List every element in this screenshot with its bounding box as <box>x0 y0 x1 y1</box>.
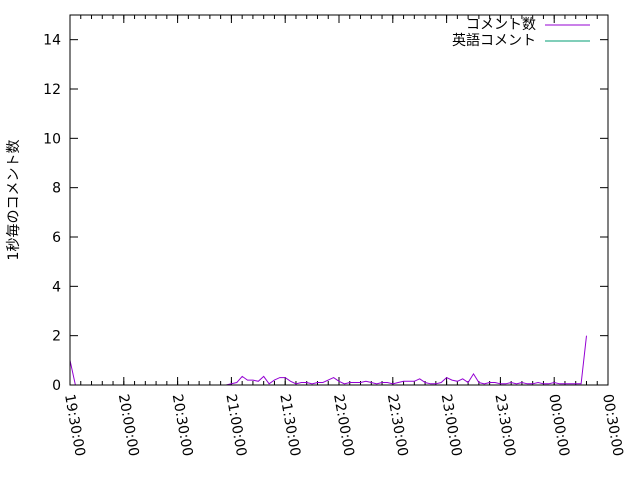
series-line <box>69 335 587 386</box>
y-tick-label: 8 <box>52 181 61 197</box>
x-tick-label: 22:30:00 <box>384 393 411 458</box>
legend-label: 英語コメント <box>452 32 536 49</box>
x-tick-label: 00:30:00 <box>599 393 626 458</box>
legend-label: コメント数 <box>466 17 536 33</box>
x-tick-label: 00:00:00 <box>545 393 572 458</box>
x-tick-label: 19:30:00 <box>61 393 88 458</box>
y-tick-label: 6 <box>52 230 61 246</box>
y-axis-label: 1秒毎のコメント数 <box>6 140 22 261</box>
y-tick-label: 14 <box>43 33 61 49</box>
y-tick-label: 2 <box>52 329 61 345</box>
x-tick-label: 20:00:00 <box>115 393 142 458</box>
x-tick-label: 23:30:00 <box>491 393 518 458</box>
axis-ticks: 0 2 4 6 8 10 12 14 19:30:00 20:00:00 20:30:00 21:00… <box>43 15 626 458</box>
x-tick-label: 21:30:00 <box>276 393 303 458</box>
plot-frame <box>69 14 609 386</box>
y-tick-label: 10 <box>43 131 61 147</box>
x-tick-label: 22:00:00 <box>330 393 357 458</box>
y-tick-label: 12 <box>43 82 61 98</box>
y-tick-label: 0 <box>52 378 61 394</box>
x-tick-label: 20:30:00 <box>169 393 196 458</box>
x-tick-label: 21:00:00 <box>222 393 249 458</box>
series-lines <box>69 335 587 386</box>
x-tick-label: 23:00:00 <box>438 393 465 458</box>
y-tick-label: 4 <box>52 279 61 295</box>
